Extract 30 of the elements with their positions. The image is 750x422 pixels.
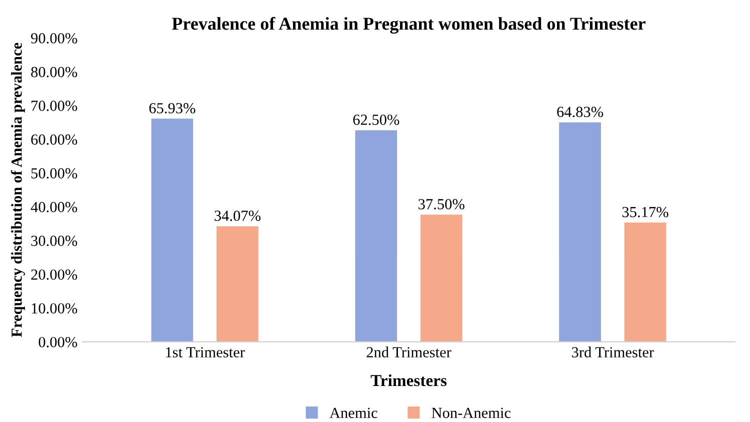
data-label: 34.07% xyxy=(214,210,260,221)
bar xyxy=(559,122,601,342)
y-axis-title: Frequency distribution of Anemia prevalence xyxy=(10,42,25,338)
y-tick-label: 40.00% xyxy=(30,202,78,212)
bar xyxy=(151,118,194,342)
bar xyxy=(216,226,258,342)
x-tick-label: 1st Trimester xyxy=(166,347,245,358)
y-tick-label: 10.00% xyxy=(32,303,78,314)
y-tick-label: 50.00% xyxy=(31,168,78,179)
y-tick-label: 0.00% xyxy=(38,336,78,348)
y-tick-label: 30.00% xyxy=(31,236,78,246)
data-label: 37.50% xyxy=(418,199,464,210)
data-label: 64.83% xyxy=(557,106,604,118)
x-axis-title: Trimesters xyxy=(370,374,447,386)
y-tick-label: 70.00% xyxy=(32,100,78,112)
x-tick-label: 3rd Trimester xyxy=(572,346,654,358)
y-tick-label: 80.00% xyxy=(31,66,78,78)
chart-title: Prevalence of Anemia in Pregnant women based on Trimester xyxy=(172,16,646,34)
y-tick-label: 20.00% xyxy=(31,269,78,280)
bar xyxy=(420,214,462,342)
x-tick-label: 2nd Trimester xyxy=(366,346,452,358)
data-label: 35.17% xyxy=(622,206,668,218)
data-label: 62.50% xyxy=(353,114,400,126)
y-tick-label: 90.00% xyxy=(31,33,78,44)
bar xyxy=(355,130,398,342)
y-tick-label: 60.00% xyxy=(31,134,78,145)
bar xyxy=(624,222,666,342)
data-label: 65.93% xyxy=(149,103,196,114)
legend-label: Non-Anemic xyxy=(432,408,511,418)
legend-label: Anemic xyxy=(330,408,378,418)
